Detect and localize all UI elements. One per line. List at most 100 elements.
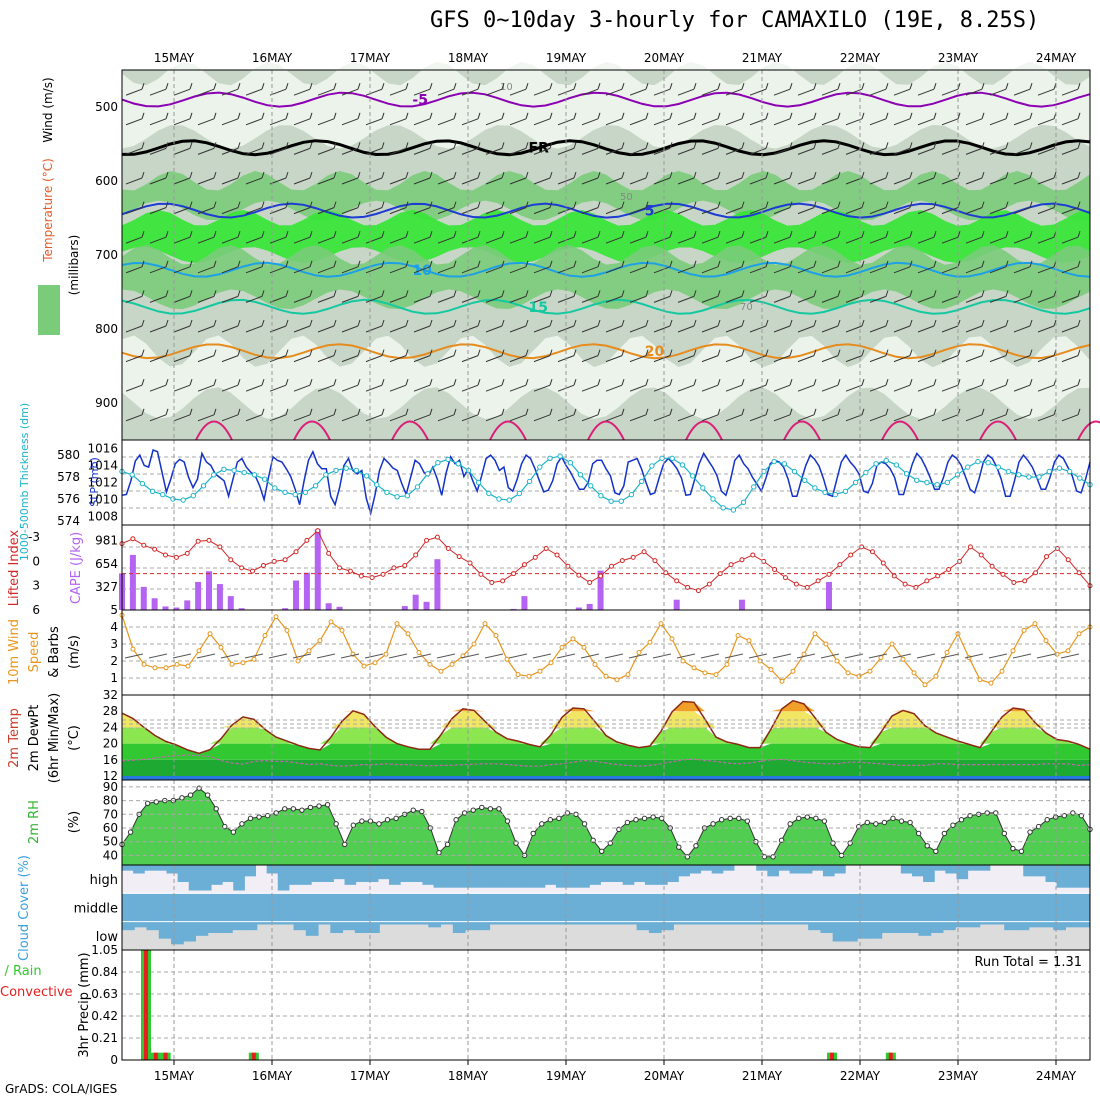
wind-barb	[437, 207, 455, 215]
wind-barb	[437, 88, 455, 96]
wind-barb	[149, 177, 167, 185]
wind-barb	[861, 349, 865, 356]
temp-band	[122, 711, 1090, 728]
wind-barb	[501, 260, 505, 267]
wind-barb	[365, 236, 383, 244]
wind-barb	[333, 349, 337, 356]
wind-barb	[381, 231, 385, 238]
wind-barb	[509, 295, 527, 303]
cloud-bar	[355, 865, 368, 882]
cloud-bar	[844, 921, 858, 942]
rh-band	[122, 210, 1090, 263]
wind-barb	[669, 379, 673, 386]
cloud-bar	[144, 865, 156, 871]
wind-barb	[749, 236, 767, 244]
thickness-point	[537, 464, 543, 470]
wind-barb	[741, 290, 745, 297]
cape-bar	[673, 599, 680, 610]
thickness-point	[353, 467, 360, 474]
isotherm-line	[121, 139, 1091, 157]
wind-barb	[1077, 290, 1081, 297]
wind-barb	[1061, 414, 1079, 422]
wind-barb	[933, 379, 937, 386]
wind-barb	[149, 295, 167, 303]
wind-barb	[1005, 83, 1009, 90]
thickness-point	[669, 455, 675, 461]
cloud-bar	[945, 865, 957, 874]
wind-barb	[789, 231, 793, 238]
wind-barb	[653, 207, 671, 215]
wind-barb	[221, 355, 239, 363]
wind-barb	[165, 260, 169, 267]
wind-barb	[557, 414, 575, 422]
wind-barb	[237, 142, 241, 149]
wind-speed-point	[823, 641, 829, 647]
cloud-bar	[734, 921, 748, 925]
wind-barb	[1005, 112, 1009, 119]
wind-barb	[341, 177, 359, 185]
wind-barb	[717, 142, 721, 149]
cloud-bar	[832, 921, 846, 942]
surface-wind-barb	[532, 653, 552, 659]
wind-barb	[245, 236, 263, 244]
wind-barb	[165, 142, 169, 149]
wind-speed-point	[273, 614, 279, 620]
cloud-bar	[133, 865, 145, 874]
wind-barb	[197, 325, 215, 333]
li-point	[924, 578, 930, 584]
wind-barb	[813, 408, 817, 415]
wind-barb	[797, 118, 815, 126]
wind-barb	[917, 384, 935, 392]
wind-barb	[869, 325, 887, 333]
wind-speed-point	[933, 673, 939, 679]
wind-speed-point	[603, 673, 609, 679]
wind-barb	[869, 414, 887, 422]
wind-speed-point	[251, 656, 257, 662]
cloud-bar	[466, 865, 479, 888]
wind-barb	[533, 355, 551, 363]
wind-barb	[429, 349, 433, 356]
wind-barb	[141, 260, 145, 267]
wind-barb	[741, 379, 745, 386]
wind-barb	[485, 414, 503, 422]
wind-barb	[333, 319, 337, 327]
wind-barb	[413, 88, 431, 96]
wind-barb	[237, 112, 241, 119]
wind-barb	[1037, 207, 1055, 215]
thickness-point	[801, 477, 808, 483]
surface-wind-barb	[484, 653, 504, 659]
day-label-top: 15MAY	[154, 51, 195, 65]
rh-point	[599, 848, 605, 854]
cloud-bar	[122, 921, 135, 931]
rh-point	[239, 821, 245, 827]
wind-barb	[509, 88, 527, 96]
precip-panel-frame	[121, 949, 1091, 1061]
cloud-bar	[478, 865, 490, 888]
day-label-top: 16MAY	[252, 51, 293, 65]
wind-barb	[797, 88, 815, 96]
wind-barb	[701, 355, 719, 363]
li-point	[739, 557, 745, 563]
wind-barb	[1013, 325, 1031, 333]
cloud-bar	[906, 921, 919, 933]
wind-barb	[173, 236, 191, 244]
wind-barb	[197, 177, 215, 185]
wind-barb	[821, 118, 839, 126]
wind-barb	[861, 319, 865, 327]
wind-barb	[309, 171, 313, 179]
thickness-axis-label: 1000-500mb Thickness (dm)	[18, 403, 31, 561]
li-point	[250, 568, 256, 574]
cloud-bar	[493, 893, 506, 922]
wind-barb	[765, 290, 769, 297]
wind-barb	[989, 177, 1007, 185]
li-point	[1065, 557, 1071, 563]
wind-barb	[749, 118, 767, 126]
wind-barb	[405, 201, 409, 208]
wind-barb	[429, 408, 433, 415]
cloud-bar	[1045, 865, 1058, 882]
cape-bar	[825, 581, 832, 610]
rh-point	[864, 819, 870, 826]
pressure-tick-label: 500	[95, 100, 118, 114]
wind-speed-point	[735, 633, 741, 638]
wind-barb	[885, 83, 889, 90]
